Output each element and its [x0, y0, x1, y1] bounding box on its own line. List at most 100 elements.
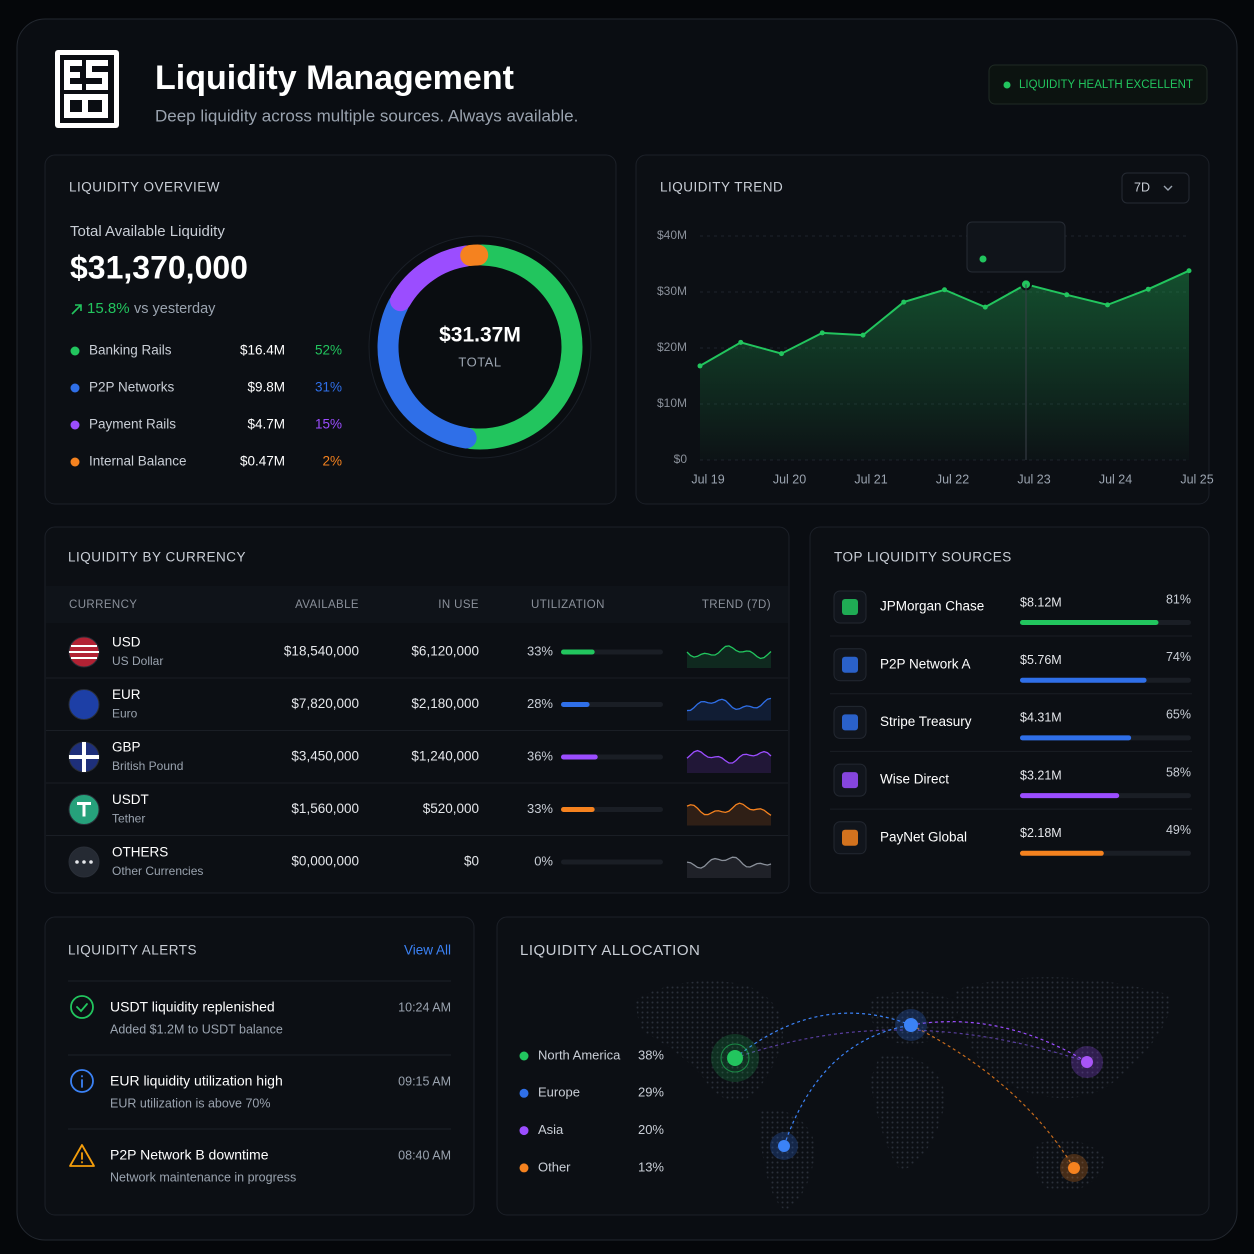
legend-name: P2P Networks [89, 380, 175, 395]
alert-title: EUR liquidity utilization high [110, 1073, 283, 1089]
panel-heading: LIQUIDITY BY CURRENCY [68, 550, 246, 565]
column-header: TREND (7D) [702, 599, 771, 611]
source-name: JPMorgan Chase [880, 599, 984, 614]
alert-icon [70, 1069, 94, 1093]
source-amount: $2.18M [1020, 826, 1062, 840]
alert-time: 08:40 AM [398, 1148, 451, 1162]
currency-name: Tether [112, 812, 145, 826]
trend-point [901, 299, 907, 305]
x-tick-label: Jul 25 [1180, 472, 1213, 486]
range-select[interactable] [1121, 172, 1190, 204]
tooltip-dot [979, 255, 987, 263]
source-share: 49% [1166, 823, 1191, 837]
health-status: EXCELLENT [1126, 79, 1193, 91]
source-glyph [842, 656, 858, 673]
share-bar [1020, 850, 1104, 856]
utilization-label: 28% [527, 696, 553, 711]
currency-name: US Dollar [112, 654, 163, 668]
source-name: Stripe Treasury [880, 714, 972, 729]
panel-heading: LIQUIDITY OVERVIEW [69, 180, 220, 195]
utilization-bar [561, 807, 595, 812]
legend-amount: $0.47M [240, 454, 285, 469]
currency-icon-dot [75, 860, 79, 864]
source-glyph [842, 599, 858, 615]
legend-name: Banking Rails [89, 343, 172, 358]
source-share: 74% [1166, 650, 1191, 664]
source-amount: $8.12M [1020, 595, 1062, 609]
panel [809, 526, 1210, 894]
in-use: $520,000 [423, 801, 479, 816]
available: $18,540,000 [284, 644, 359, 659]
utilization-label: 33% [527, 643, 553, 658]
trend-point [1145, 286, 1151, 292]
trend-point [982, 304, 988, 310]
y-tick-label: $0 [674, 452, 688, 466]
share-bar [1020, 677, 1147, 683]
range-value[interactable]: 7D [1134, 180, 1150, 194]
in-use: $0 [464, 854, 479, 869]
legend-name: North America [538, 1047, 621, 1062]
donut-backdrop [368, 235, 592, 459]
in-use: $1,240,000 [411, 749, 479, 764]
currency-code: USDT [112, 792, 149, 807]
column-header: CURRENCY [69, 599, 137, 611]
y-tick-label: $10M [657, 396, 687, 410]
x-tick-label: Jul 21 [854, 472, 887, 486]
alert-time: 10:24 AM [398, 1000, 451, 1014]
currency-icon [68, 689, 100, 720]
currency-icon-dot [89, 860, 93, 864]
legend-amount: $16.4M [240, 343, 285, 358]
trend-point [697, 363, 703, 369]
legend-percent: 31% [315, 380, 342, 395]
alert-detail: EUR utilization is above 70% [110, 1096, 271, 1110]
legend-amount: $4.7M [247, 417, 285, 432]
trend-point [1064, 292, 1070, 298]
flag-cross [69, 742, 99, 772]
panel-heading: TOP LIQUIDITY SOURCES [834, 550, 1012, 565]
x-tick-label: Jul 20 [773, 472, 806, 486]
alert-detail: Added $1.2M to USDT balance [110, 1022, 283, 1036]
donut-center-value: $31.37M [439, 324, 521, 347]
alert-icon-mark [76, 1003, 88, 1013]
currency-name: Euro [112, 707, 138, 721]
available: $0,000,000 [291, 854, 359, 869]
source-name: P2P Network A [880, 656, 971, 671]
health-dot [1003, 81, 1011, 89]
source-name: Wise Direct [880, 772, 949, 787]
trend-point [1186, 268, 1192, 274]
chevron[interactable] [1163, 185, 1173, 191]
sparkline-area [687, 698, 771, 721]
health-label: LIQUIDITY HEALTH [1019, 79, 1123, 91]
legend-percent: 38% [638, 1047, 664, 1062]
legend-percent: 52% [315, 343, 342, 358]
legend-dot [519, 1051, 529, 1061]
legend-dot [519, 1163, 529, 1173]
currency-icon-dot [82, 860, 86, 864]
legend-dot [519, 1088, 529, 1098]
legend-name: Europe [538, 1085, 580, 1100]
logo [55, 50, 119, 128]
y-tick-label: $20M [657, 340, 687, 354]
y-tick-label: $40M [657, 228, 687, 242]
sparkline [686, 645, 772, 660]
total-value: $31,370,000 [70, 249, 248, 285]
source-amount: $5.76M [1020, 653, 1062, 667]
utilization-bar [561, 649, 595, 655]
alert-title: USDT liquidity replenished [110, 999, 275, 1015]
trend-point [819, 330, 825, 336]
utilization-label: 36% [527, 748, 553, 763]
column-header: UTILIZATION [531, 599, 605, 611]
share-bar [1020, 735, 1132, 741]
utilization-track [561, 859, 663, 865]
utilization-bar [561, 702, 590, 707]
panel-heading: LIQUIDITY ALERTS [68, 943, 197, 958]
view-all-link[interactable]: View All [404, 943, 451, 958]
change-value: 15.8% [87, 300, 130, 317]
legend-name: Internal Balance [89, 454, 187, 469]
trend-area [700, 270, 1189, 460]
legend-dot [519, 1126, 529, 1136]
source-amount: $4.31M [1020, 711, 1062, 725]
utilization-label: 33% [527, 801, 553, 816]
legend-dot [70, 420, 80, 430]
trend-point [738, 339, 744, 345]
